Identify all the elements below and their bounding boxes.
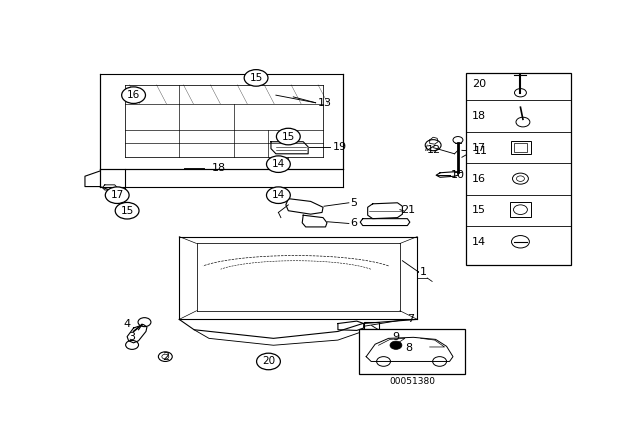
Circle shape — [257, 353, 280, 370]
Bar — [511, 141, 531, 155]
Text: 2: 2 — [162, 352, 169, 362]
Bar — [515, 143, 527, 152]
Circle shape — [115, 202, 139, 219]
Text: 21: 21 — [401, 205, 415, 215]
Text: 17: 17 — [472, 142, 486, 153]
Bar — [359, 329, 465, 374]
Bar — [466, 73, 571, 265]
Circle shape — [122, 87, 145, 103]
Text: 15: 15 — [472, 205, 486, 215]
Text: 14: 14 — [272, 159, 285, 169]
Text: 14: 14 — [272, 190, 285, 200]
Text: 8: 8 — [405, 343, 412, 353]
Circle shape — [244, 69, 268, 86]
Text: 11: 11 — [474, 146, 488, 156]
Text: 13: 13 — [318, 98, 332, 108]
Text: 19: 19 — [333, 142, 347, 152]
Circle shape — [276, 128, 300, 145]
Text: 15: 15 — [250, 73, 262, 83]
Text: 17: 17 — [111, 190, 124, 200]
Text: 3: 3 — [129, 332, 136, 342]
Bar — [364, 322, 379, 329]
Text: 12: 12 — [428, 145, 442, 155]
Text: 10: 10 — [451, 170, 465, 180]
Text: 16: 16 — [127, 90, 140, 100]
Circle shape — [266, 187, 291, 203]
Text: 5: 5 — [350, 198, 357, 208]
Text: 15: 15 — [120, 206, 134, 216]
Text: 15: 15 — [282, 132, 295, 142]
Circle shape — [106, 187, 129, 203]
Text: 14: 14 — [472, 237, 486, 247]
Circle shape — [390, 341, 402, 349]
Text: 16: 16 — [472, 174, 486, 184]
Text: 18: 18 — [472, 111, 486, 121]
Text: 00051380: 00051380 — [389, 377, 435, 386]
Text: 1: 1 — [420, 267, 427, 277]
Text: 18: 18 — [211, 163, 225, 173]
Bar — [509, 202, 531, 217]
Text: 20: 20 — [262, 357, 275, 366]
Text: 7: 7 — [408, 314, 415, 324]
Text: 9: 9 — [392, 332, 399, 342]
Text: 20: 20 — [472, 79, 486, 89]
Text: 6: 6 — [350, 219, 357, 228]
Circle shape — [266, 156, 291, 172]
Text: 4: 4 — [124, 319, 131, 328]
